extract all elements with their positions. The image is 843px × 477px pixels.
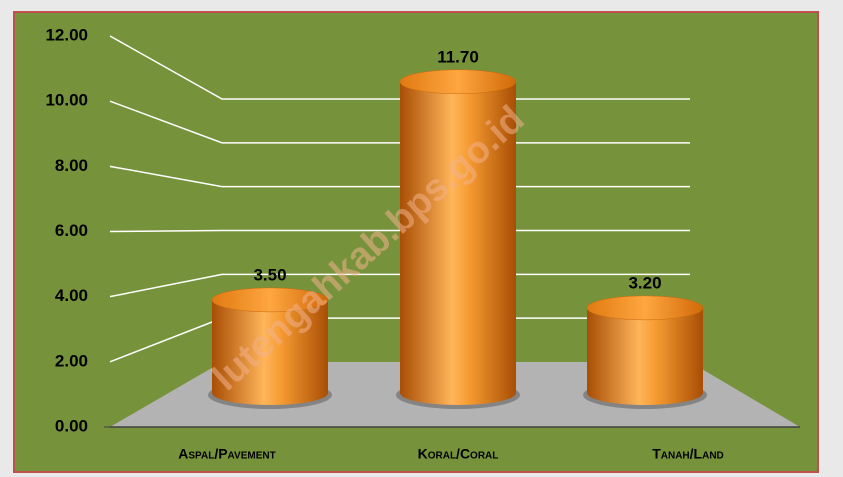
bar-top [211,287,329,313]
y-tick-label: 10.00 [45,91,88,110]
y-tick-label: 2.00 [55,351,88,370]
grid-line [109,165,690,188]
grid-line [109,100,690,144]
x-tick-label: Koral/Coral [418,446,499,462]
bar [587,307,703,405]
y-tick-label: 0.00 [55,416,88,435]
grid-line [109,273,690,298]
grid-line [109,229,690,233]
value-label: 11.70 [437,47,479,66]
bar-top [399,69,517,95]
value-label: 3.20 [628,273,661,292]
y-tick-label: 12.00 [45,25,88,44]
y-tick-label: 8.00 [55,156,88,175]
bar [212,299,328,405]
value-label: 3.50 [253,265,286,284]
bar [400,81,516,405]
x-tick-label: Aspal/Pavement [178,446,275,462]
y-tick-label: 6.00 [55,221,88,240]
y-tick-label: 4.00 [55,286,88,305]
grid-line [109,35,690,100]
bar-top [586,295,704,321]
x-tick-label: Tanah/Land [652,446,724,462]
